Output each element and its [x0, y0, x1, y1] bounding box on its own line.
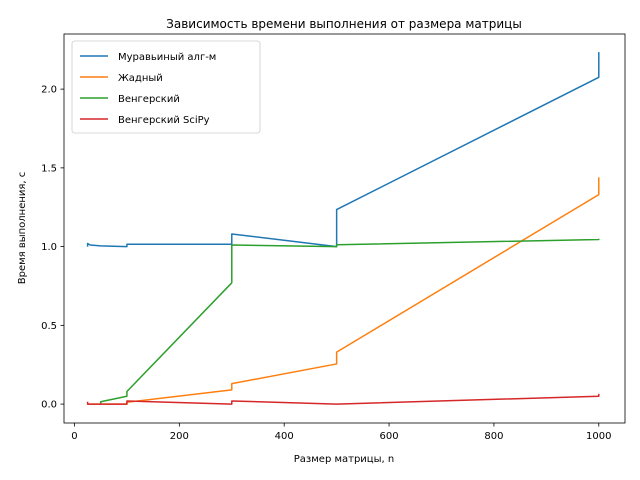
- plot-lines: [86, 52, 600, 405]
- legend-label: Муравьиный алг-м: [118, 52, 216, 63]
- series-line-1: [86, 52, 600, 248]
- y-tick-label: 1.5: [41, 163, 57, 174]
- legend-label: Венгерский SciPy: [118, 115, 210, 126]
- y-tick-label: 0.0: [41, 400, 57, 411]
- x-tick-label: 200: [170, 431, 189, 442]
- series-line-3: [99, 238, 600, 405]
- y-axis-ticks: 0.0 0.5 1.0 1.5 2.0: [41, 85, 64, 411]
- x-tick-label: 400: [275, 431, 294, 442]
- x-tick-label: 0: [71, 431, 77, 442]
- legend-label: Венгерский: [118, 94, 180, 105]
- chart-title: Зависимость времени выполнения от размер…: [166, 17, 522, 31]
- legend-label: Жадный: [118, 73, 163, 84]
- legend: Муравьиный алг-м Жадный Венгерский Венгерск…: [71, 40, 261, 134]
- series-line-4: [86, 393, 600, 405]
- plot-area-frame: [63, 33, 626, 424]
- x-tick-label: 800: [484, 431, 503, 442]
- x-tick-label: 1000: [586, 431, 611, 442]
- y-tick-label: 0.5: [41, 321, 57, 332]
- x-axis-ticks: 0 200 400 600 800 1000: [71, 423, 612, 442]
- x-axis-title: Размер матрицы, n: [294, 454, 394, 465]
- x-tick-label: 600: [380, 431, 399, 442]
- y-axis-title: Время выполнения, с: [17, 172, 28, 285]
- y-tick-label: 1.0: [41, 242, 57, 253]
- y-tick-label: 2.0: [41, 85, 57, 96]
- legend-box: [71, 40, 261, 134]
